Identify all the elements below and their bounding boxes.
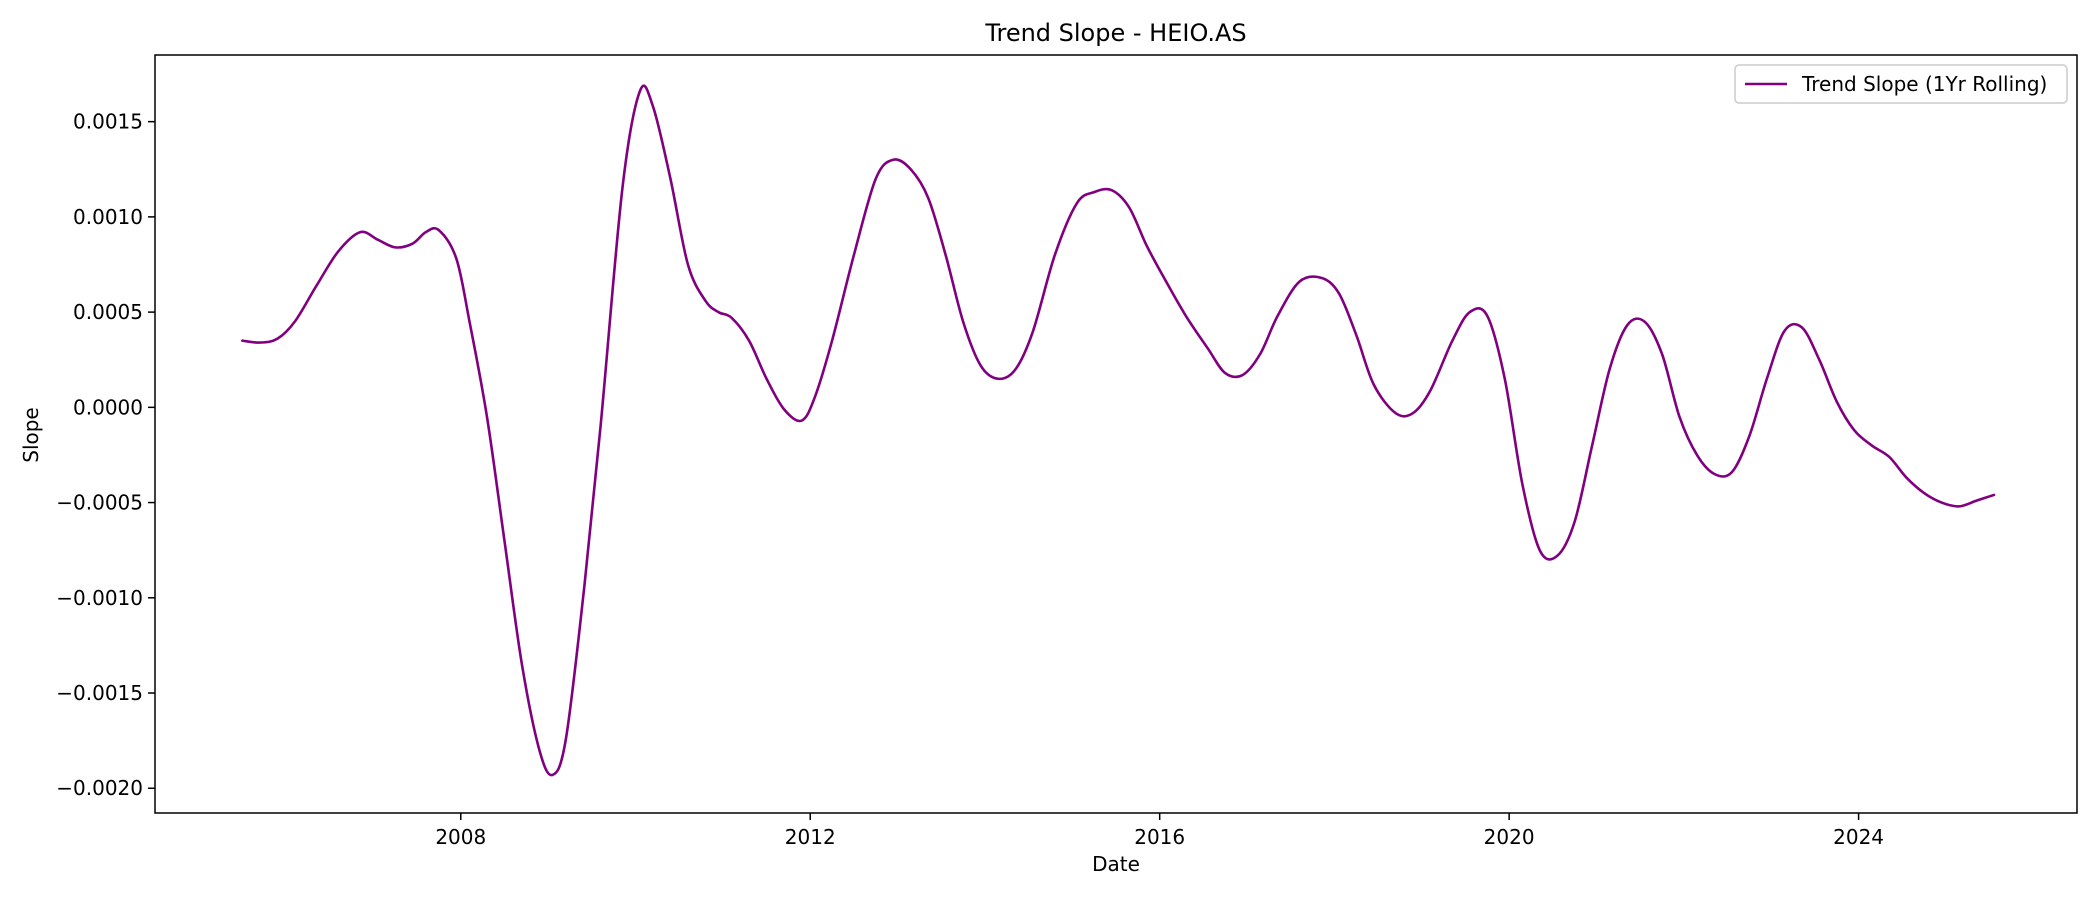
y-tick-label: −0.0005: [56, 491, 143, 515]
x-tick-label: 2008: [435, 825, 486, 849]
x-tick-label: 2012: [785, 825, 836, 849]
chart-title: Trend Slope - HEIO.AS: [984, 19, 1246, 47]
y-tick-label: −0.0010: [56, 586, 143, 610]
x-tick-label: 2020: [1484, 825, 1535, 849]
y-tick-label: 0.0005: [73, 300, 143, 324]
y-axis: 0.0015 0.0010 0.0005 0.0000 −0.0005 −0.0010 −0…: [56, 110, 155, 800]
y-tick-label: 0.0000: [73, 395, 143, 419]
legend: Trend Slope (1Yr Rolling): [1734, 64, 2068, 104]
legend-box: [1734, 64, 2068, 104]
y-tick-label: 0.0010: [73, 205, 143, 229]
x-tick-label: 2016: [1134, 825, 1185, 849]
series-line-trend-slope: [241, 84, 1996, 777]
x-axis-title: Date: [1092, 852, 1140, 876]
y-axis-title: Slope: [19, 407, 43, 463]
plot-frame: [154, 54, 2078, 814]
y-tick-label: −0.0015: [56, 681, 143, 705]
series-group: [241, 84, 1996, 777]
x-axis: 2008 2012 2016 2020 2024: [435, 813, 1884, 849]
plot-area: [155, 55, 2077, 813]
legend-label: Trend Slope (1Yr Rolling): [1801, 72, 2047, 96]
y-tick-label: −0.0020: [56, 776, 143, 800]
x-tick-label: 2024: [1833, 825, 1884, 849]
y-tick-label: 0.0015: [73, 110, 143, 134]
